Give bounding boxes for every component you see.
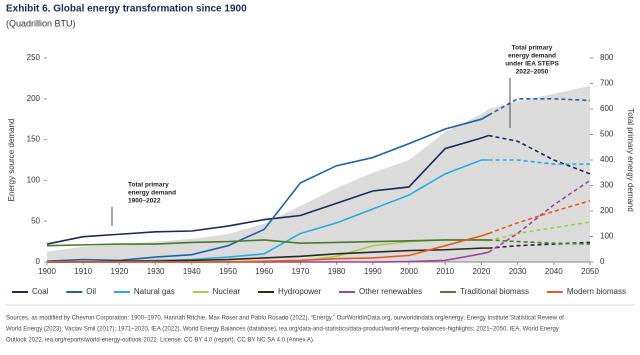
legend-item: Natural gas (113, 287, 175, 296)
legend-label: Oil (86, 287, 96, 296)
annotation: 1900–2022 (128, 198, 161, 205)
x-tick-label: 1910 (74, 267, 92, 276)
total-demand-area (47, 86, 590, 262)
x-tick-label: 2030 (509, 267, 527, 276)
x-tick-label: 2040 (545, 267, 563, 276)
legend-label: Nuclear (213, 287, 241, 296)
y-tick-label: 200 (27, 94, 41, 103)
annotation: Total primary (128, 182, 169, 189)
y2-tick-label: 300 (600, 181, 614, 190)
chart-title: Exhibit 6. Global energy transformation … (6, 4, 247, 15)
y-tick-label: 50 (31, 216, 40, 225)
x-tick-label: 2000 (400, 267, 418, 276)
legend-item: Coal (12, 287, 49, 296)
x-tick-label: 2010 (436, 267, 454, 276)
legend-label: Traditional biomass (460, 287, 529, 296)
legend-item: Modern biomass (546, 287, 626, 296)
series-line (47, 232, 489, 263)
legend-label: Natural gas (134, 287, 175, 296)
x-tick-label: 1940 (183, 267, 201, 276)
y-tick-label: 0 (36, 257, 41, 266)
annotation: 2022–2050 (516, 69, 549, 76)
y2-tick-label: 200 (600, 206, 614, 215)
y-axis-label: Energy source demand (7, 119, 16, 202)
series-line (46, 134, 489, 245)
y2-tick-label: 100 (600, 232, 614, 241)
y2-tick-label: 700 (600, 79, 614, 88)
y2-tick-label: 400 (600, 155, 614, 164)
x-tick-label: 1920 (111, 267, 129, 276)
series-projection (488, 239, 591, 245)
x-tick-label: 1930 (147, 267, 165, 276)
y2-tick-label: 0 (600, 257, 605, 266)
source-note: Outlook 2022, iea.org/reports/world-ener… (6, 338, 315, 344)
annotation: Total primary (512, 45, 553, 52)
series-line (47, 247, 489, 263)
y-tick-label: 100 (27, 176, 41, 185)
source-note: Sources, as modified by Chevron Corporat… (6, 316, 564, 322)
y-tick-label: 250 (27, 53, 41, 62)
series-projection (488, 221, 591, 242)
series-projection (488, 179, 591, 253)
legend-label: Hydropower (278, 287, 321, 296)
annotation: energy demand (508, 53, 556, 60)
y2-tick-label: 600 (600, 104, 614, 113)
y2-axis-label: Total primary energy demand (626, 108, 635, 212)
source-note: World Energy (2023); Vaclav Smil (2017);… (6, 327, 559, 333)
legend-label: Coal (32, 287, 49, 296)
series-line (46, 114, 490, 262)
x-tick-label: 1970 (292, 267, 310, 276)
series-projection (488, 159, 590, 165)
x-tick-label: 1980 (328, 267, 346, 276)
legend-item: Traditional biomass (439, 287, 529, 296)
legend-label: Other renewables (359, 287, 422, 296)
y2-tick-label: 800 (600, 53, 614, 62)
x-tick-label: 1990 (364, 267, 382, 276)
x-tick-label: 2020 (473, 267, 491, 276)
series-projection (488, 134, 591, 175)
x-tick-label: 1950 (219, 267, 237, 276)
legend-item: Other renewables (338, 287, 422, 296)
legend-item: Nuclear (192, 287, 241, 296)
x-tick-label: 2050 (581, 267, 599, 276)
series-projection (488, 200, 591, 235)
series-projection (488, 241, 591, 249)
legend-label: Modern biomass (567, 287, 626, 296)
x-tick-label: 1960 (255, 267, 273, 276)
annotation: under IEA STEPS (505, 61, 559, 68)
legend-item: Oil (66, 287, 96, 296)
y2-tick-label: 500 (600, 130, 614, 139)
series-projection (488, 98, 591, 116)
series-line (46, 239, 489, 247)
y-tick-label: 150 (27, 135, 41, 144)
x-tick-label: 1900 (38, 267, 56, 276)
legend-item: Hydropower (258, 287, 321, 296)
chart-subtitle: (Quadrillion BTU) (6, 18, 76, 28)
annotation: energy demand (128, 190, 176, 197)
